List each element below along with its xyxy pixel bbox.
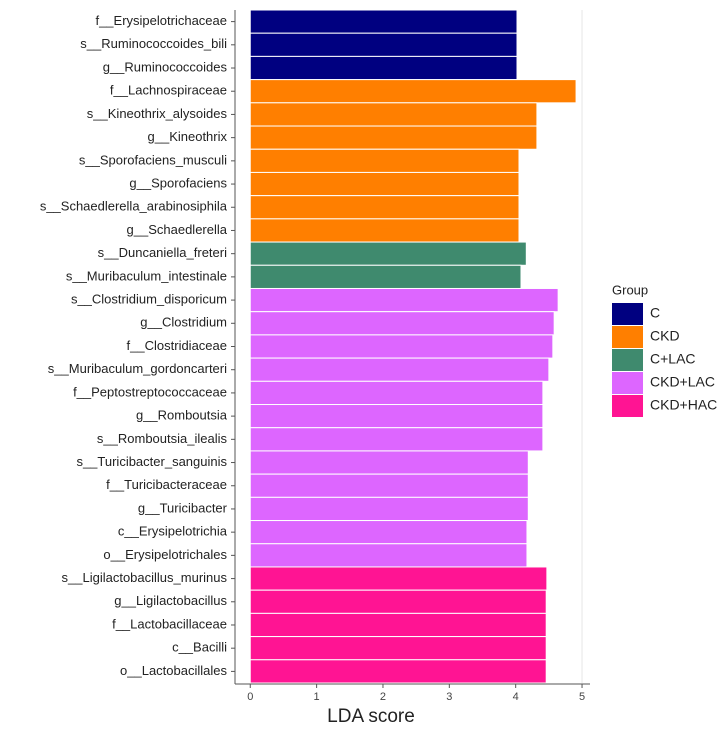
bar: [249, 311, 555, 336]
x-tick-label: 2: [380, 691, 386, 703]
y-tick-label: g__Clostridium: [140, 315, 227, 330]
y-tick-label: s__Muribaculum_gordoncarteri: [48, 361, 227, 376]
bar: [249, 380, 544, 406]
legend-key: [612, 395, 643, 417]
legend-label: CKD+HAC: [650, 397, 717, 413]
x-tick-label: 3: [446, 691, 452, 703]
bar: [249, 32, 518, 57]
bar: [249, 520, 528, 545]
y-tick-label: s__Sporofaciens_musculi: [79, 152, 227, 167]
legend-key: [612, 349, 643, 371]
y-tick-label: g__Kineothrix: [148, 129, 228, 144]
y-tick-label: f__Lachnospiraceae: [110, 83, 227, 98]
y-tick-label: f__Lactobacillaceae: [112, 616, 227, 631]
bar: [249, 589, 547, 614]
bar: [249, 195, 520, 220]
y-tick-label: s__Clostridium_disporicum: [71, 292, 227, 307]
bar: [249, 473, 529, 498]
y-tick-label: f__Turicibacteraceae: [106, 477, 227, 492]
bar: [249, 659, 547, 684]
y-tick-label: g__Ruminococcoides: [103, 59, 228, 74]
bar: [249, 287, 559, 313]
y-tick-label: s__Romboutsia_ilealis: [97, 431, 228, 446]
bar: [249, 79, 577, 104]
bar: [249, 264, 522, 289]
y-tick-label: s__Duncaniella_freteri: [98, 245, 227, 260]
bar: [249, 543, 528, 568]
y-tick-label: g__Ligilactobacillus: [114, 593, 227, 608]
y-tick-label: g__Romboutsia: [136, 408, 228, 423]
y-tick-label: s__Schaedlerella_arabinosiphila: [40, 199, 228, 214]
bar: [249, 218, 520, 243]
x-tick-label: 0: [247, 691, 253, 703]
y-tick-label: g__Sporofaciens: [129, 175, 227, 190]
legend-key: [612, 303, 643, 325]
legend-key: [612, 372, 643, 394]
bar: [249, 334, 554, 359]
y-tick-label: s__Muribaculum_intestinale: [66, 268, 227, 283]
y-tick-label: s__Ligilactobacillus_murinus: [62, 570, 228, 585]
bar: [249, 450, 529, 475]
bar: [249, 148, 520, 173]
x-tick-label: 5: [579, 691, 585, 703]
y-tick-label: g__Turicibacter: [138, 500, 228, 515]
x-tick-label: 1: [314, 691, 320, 703]
bar: [249, 55, 518, 81]
bar: [249, 427, 544, 452]
legend-label: CKD+LAC: [650, 374, 715, 390]
legend-label: CKD: [650, 328, 680, 344]
legend-title: Group: [612, 282, 648, 297]
y-tick-label: s__Ruminococcoides_bili: [80, 36, 227, 51]
y-tick-label: f__Clostridiaceae: [127, 338, 227, 353]
y-tick-label: o__Lactobacillales: [120, 663, 227, 678]
bar: [249, 496, 529, 522]
legend-label: C+LAC: [650, 351, 696, 367]
bar: [249, 636, 547, 661]
legend-key: [612, 326, 643, 348]
legend-label: C: [650, 305, 660, 321]
bar: [249, 125, 538, 150]
bar: [249, 566, 548, 591]
y-tick-label: s__Turicibacter_sanguinis: [76, 454, 227, 469]
x-axis-label: LDA score: [327, 706, 415, 727]
bar: [249, 171, 520, 197]
bar: [249, 404, 544, 429]
y-tick-label: f__Peptostreptococcaceae: [73, 384, 227, 399]
bar: [249, 9, 518, 34]
y-tick-label: c__Bacilli: [172, 640, 227, 655]
y-tick-label: f__Erysipelotrichaceae: [95, 13, 227, 28]
y-tick-label: o__Erysipelotrichales: [103, 547, 227, 562]
bar: [249, 357, 550, 382]
x-tick-label: 4: [513, 691, 519, 703]
bar: [249, 241, 527, 266]
y-tick-label: c__Erysipelotrichia: [118, 524, 228, 539]
bar: [249, 102, 538, 127]
y-tick-label: s__Kineothrix_alysoides: [87, 106, 228, 121]
bar: [249, 612, 547, 638]
y-tick-label: g__Schaedlerella: [127, 222, 228, 237]
